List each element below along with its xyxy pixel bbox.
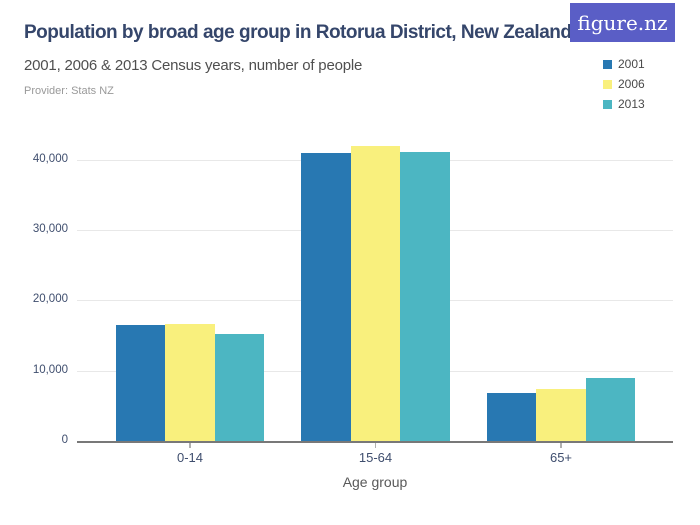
page-title: Population by broad age group in Rotorua… (24, 22, 572, 43)
bar-2001-65+ (486, 392, 537, 442)
x-axis-title: Age group (342, 474, 408, 490)
bar-2013-15-64 (400, 151, 450, 442)
y-tick-label: 20,000 (32, 293, 68, 306)
legend-swatch-icon (603, 79, 612, 89)
bar-2006-0-14 (165, 324, 215, 442)
bar-2001-15-64 (301, 153, 351, 442)
y-tick-label: 40,000 (32, 152, 68, 165)
y-tick-label: 30,000 (32, 223, 68, 236)
x-tick-label-15-64: 15-64 (358, 450, 393, 465)
x-axis-baseline (77, 440, 673, 443)
x-tick (560, 442, 562, 448)
x-tick (189, 442, 191, 448)
x-tick-label-65+: 65+ (549, 450, 573, 465)
y-tick-label: 0 (61, 434, 68, 446)
bar-2006-15-64 (350, 146, 401, 442)
y-tick-label: 10,000 (32, 363, 68, 376)
legend-swatch-icon (603, 59, 612, 69)
legend-item-2006: 2006 (603, 74, 645, 94)
figurenz-logo-text: figure.nz (577, 10, 668, 35)
legend-label: 2001 (618, 57, 645, 71)
figurenz-logo[interactable]: figure.nz (570, 3, 675, 42)
bar-2006-65+ (536, 389, 586, 442)
chart-subtitle: 2001, 2006 & 2013 Census years, number o… (24, 57, 363, 74)
chart-legend: 2001 2006 2013 (603, 54, 645, 114)
x-tick (374, 442, 377, 448)
x-tick-label-0-14: 0-14 (176, 450, 204, 465)
provider-label: Provider: Stats NZ (24, 85, 114, 97)
bar-2001-0-14 (115, 324, 166, 442)
legend-item-2013: 2013 (603, 94, 645, 114)
legend-label: 2013 (618, 97, 645, 111)
bar-2013-65+ (585, 377, 636, 442)
legend-label: 2006 (618, 77, 645, 91)
legend-swatch-icon (603, 99, 612, 109)
legend-item-2001: 2001 (603, 54, 645, 74)
bar-2013-0-14 (214, 333, 265, 442)
